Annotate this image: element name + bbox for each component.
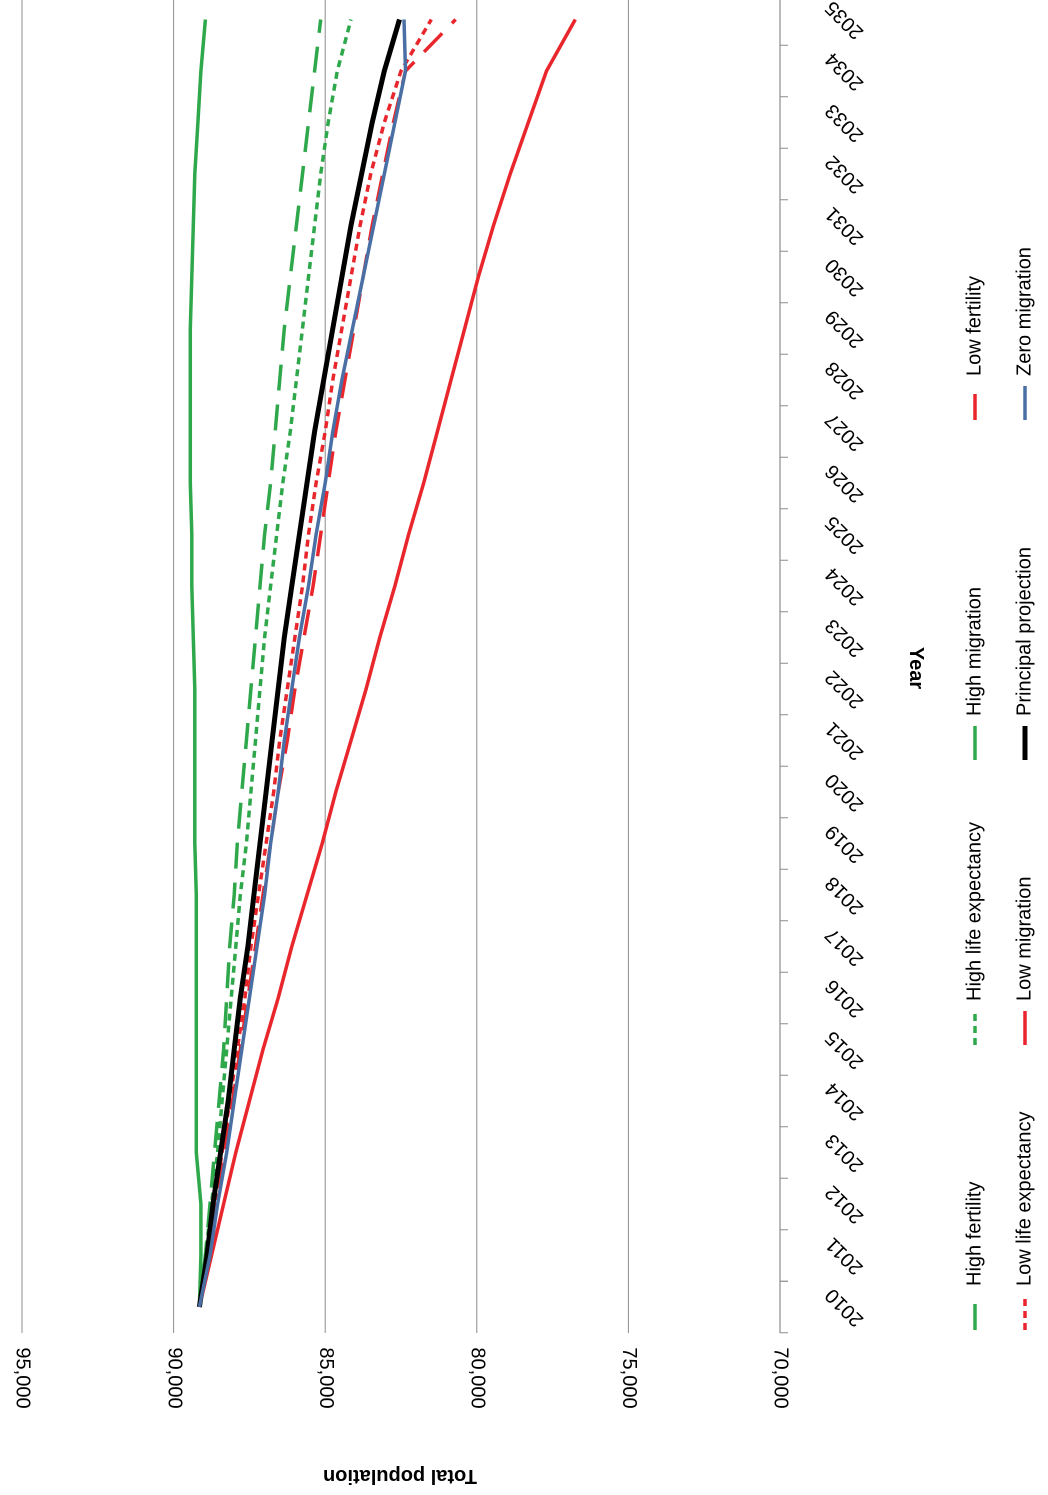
x-tick-label: 2021: [821, 717, 868, 764]
x-tick-label: 2018: [821, 872, 868, 919]
y-tick-label: 75,000: [618, 1347, 640, 1408]
series-line-high-fertility: [197, 19, 323, 1308]
legend-label: Zero migration: [1013, 247, 1035, 376]
y-tick-label: 85,000: [315, 1347, 337, 1408]
y-tick-labels: 70,000 75,000 80,000 85,000 90,000 95,000: [12, 1347, 792, 1408]
y-tick-label: 70,000: [770, 1347, 792, 1408]
plot-area: [22, 0, 780, 1333]
plot-background: [22, 0, 780, 1333]
series-lines: [188, 18, 577, 1308]
x-tick-label: 2034: [821, 48, 868, 95]
legend-item: Zero migration: [1013, 247, 1035, 420]
x-tick-label: 2032: [821, 151, 868, 198]
y-tick-label: 80,000: [467, 1347, 489, 1408]
x-tick-label: 2014: [821, 1078, 868, 1125]
legend-item: High migration: [963, 587, 985, 760]
x-axis-title: Year: [905, 647, 927, 689]
x-tick-label: 2023: [821, 614, 868, 661]
x-tick-label: 2029: [821, 305, 868, 352]
legend-item: Principal projection: [1013, 547, 1035, 760]
legend-label: Low life expectancy: [1013, 1111, 1035, 1286]
legend-label: High life expectancy: [963, 822, 985, 1001]
legend-item: High fertility: [963, 1182, 985, 1330]
x-tick-label: 2015: [821, 1026, 868, 1073]
x-tick-label: 2010: [821, 1284, 868, 1331]
x-tick-label: 2011: [822, 1233, 868, 1279]
series-line-low-migration: [197, 18, 577, 1308]
x-tick-label: 2016: [821, 975, 868, 1022]
x-tick-label: 2012: [821, 1181, 868, 1228]
legend-label: Low fertility: [963, 276, 985, 376]
x-tick-labels: 2010201120122013201420152016201720182019…: [821, 0, 868, 1331]
x-tick-label: 2017: [821, 923, 868, 970]
legend-label: High migration: [963, 587, 985, 716]
x-tick-label: 2024: [821, 563, 868, 610]
x-tick-label: 2022: [821, 666, 868, 713]
x-tick-label: 2035: [821, 0, 868, 44]
x-tick-label: 2026: [821, 460, 868, 507]
legend-item: High life expectancy: [963, 822, 985, 1045]
legend-item: Low life expectancy: [1013, 1111, 1035, 1330]
legend-item: Low migration: [1013, 876, 1035, 1045]
legend: High fertility High life expectancy High m…: [963, 247, 1035, 1330]
x-tick-label: 2030: [821, 254, 868, 301]
series-line-principal-projection: [196, 18, 402, 1308]
legend-item: Low fertility: [963, 276, 985, 420]
series-line-high-migration: [188, 19, 208, 1308]
y-tick-label: 95,000: [12, 1347, 34, 1408]
legend-label: Low migration: [1013, 876, 1035, 1001]
gridlines: [21, 0, 788, 1334]
legend-label: High fertility: [963, 1182, 985, 1286]
x-tick-label: 2031: [821, 202, 868, 249]
y-axis-title: Total population: [323, 1465, 477, 1487]
x-tick-label: 2013: [821, 1129, 868, 1176]
y-tick-label: 90,000: [163, 1347, 185, 1408]
x-tick-label: 2020: [821, 769, 868, 816]
x-tick-label: 2019: [821, 820, 868, 867]
x-tick-label: 2028: [821, 357, 868, 404]
legend-label: Principal projection: [1013, 547, 1035, 716]
x-tick-label: 2025: [821, 511, 868, 558]
x-tick-label: 2027: [821, 408, 868, 455]
series-line-zero-migration: [197, 19, 408, 1308]
x-tick-label: 2033: [821, 99, 868, 146]
